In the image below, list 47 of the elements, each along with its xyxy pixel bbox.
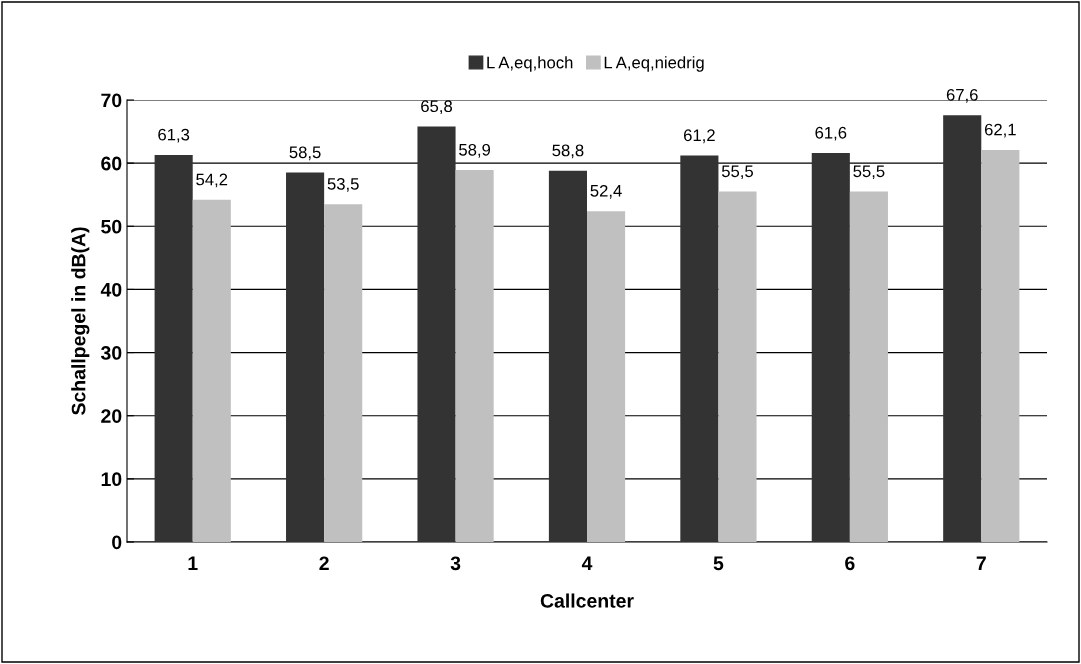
legend-label: L A,eq,niedrig <box>604 56 704 72</box>
x-tick-label: 2 <box>319 556 329 570</box>
data-label: 67,6 <box>946 88 978 103</box>
bar <box>548 170 587 542</box>
data-label: 58,8 <box>552 144 584 159</box>
data-label: 61,2 <box>684 129 715 144</box>
bar <box>455 170 494 542</box>
y-tick-label: 60 <box>101 156 122 171</box>
x-tick-label: 4 <box>581 556 593 570</box>
y-axis-title: Schallpegel in dB(A) <box>71 227 90 415</box>
data-label: 55,5 <box>853 165 885 180</box>
x-tick-label: 5 <box>713 556 724 571</box>
y-tick-label: 40 <box>100 282 122 297</box>
data-label: 55,5 <box>721 165 754 180</box>
bar <box>943 115 982 542</box>
y-tick-label: 10 <box>101 472 122 487</box>
y-tick-label: 50 <box>101 219 122 234</box>
y-tick-label: 0 <box>112 535 122 550</box>
bar <box>324 204 363 542</box>
data-label: 61,3 <box>158 128 190 143</box>
data-label: 65,8 <box>421 100 453 115</box>
bar <box>718 191 757 542</box>
bar <box>192 199 231 542</box>
data-label: 54,2 <box>196 173 228 188</box>
bar <box>811 153 850 542</box>
bar <box>417 126 456 542</box>
y-tick-label: 30 <box>100 346 122 360</box>
bar <box>154 154 193 542</box>
legend-label: L A,eq,hoch <box>487 56 573 72</box>
x-tick-label: 6 <box>845 556 855 571</box>
x-tick-label: 7 <box>976 556 986 570</box>
y-tick-label: 20 <box>101 409 122 423</box>
x-tick-label: 1 <box>188 556 198 570</box>
y-tick-label: 70 <box>101 93 122 108</box>
data-label: 58,5 <box>289 146 321 161</box>
data-label: 61,6 <box>815 126 847 141</box>
bar <box>587 211 626 542</box>
x-axis-title: Callcenter <box>540 593 634 608</box>
bar <box>286 172 325 542</box>
data-label: 53,5 <box>327 177 359 192</box>
bar <box>981 149 1020 542</box>
x-tick-label: 3 <box>450 556 461 571</box>
data-label: 52,4 <box>590 184 622 199</box>
data-label: 62,1 <box>984 123 1016 138</box>
bar <box>849 191 888 542</box>
bar <box>680 155 719 542</box>
data-label: 58,9 <box>459 143 491 158</box>
